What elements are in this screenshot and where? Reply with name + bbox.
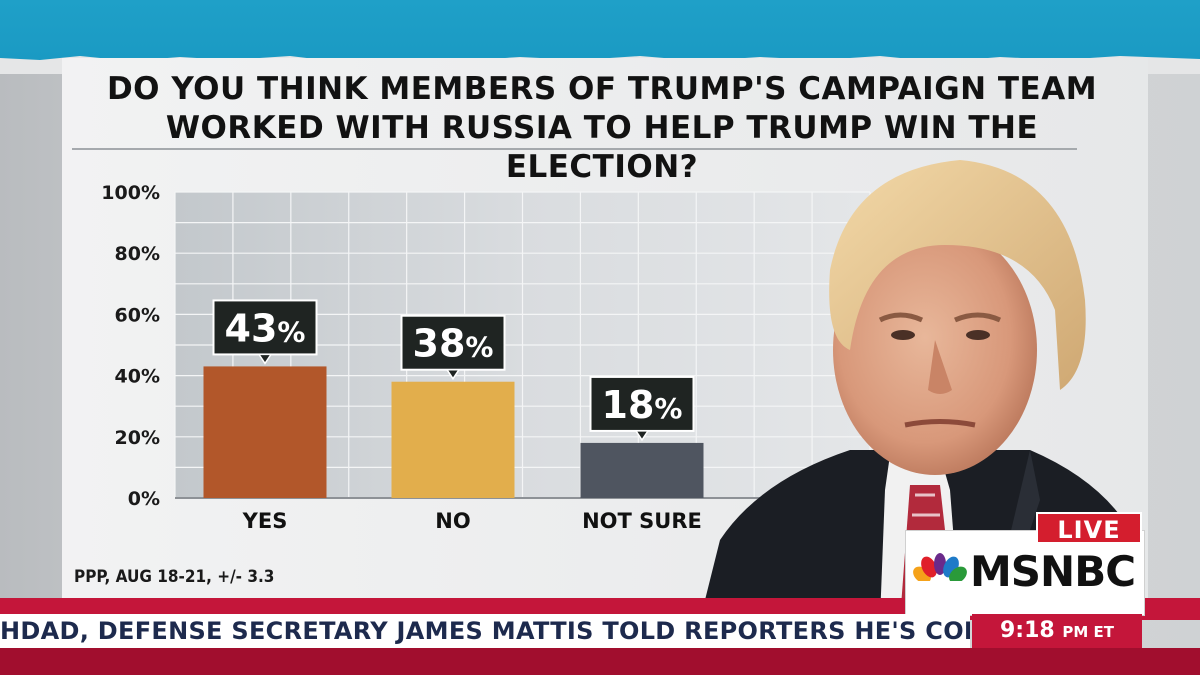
- chart-title: DO YOU THINK MEMBERS OF TRUMP'S CAMPAIGN…: [72, 70, 1132, 187]
- peacock-icon: [913, 553, 967, 587]
- data-label: 43%: [225, 306, 306, 350]
- bar: [391, 381, 515, 498]
- top-banner: [0, 0, 1200, 60]
- broadcast-clock: 9:18 PM ET: [972, 614, 1142, 648]
- y-tick-label: 20%: [115, 427, 160, 449]
- y-tick-label: 0%: [128, 488, 160, 510]
- y-tick-label: 40%: [115, 366, 160, 388]
- data-label-box: [589, 375, 695, 432]
- y-tick-label: 60%: [115, 304, 160, 326]
- x-tick-label: NOT SURE: [582, 509, 702, 533]
- y-tick-label: 80%: [115, 243, 160, 265]
- y-tick-label: 100%: [101, 182, 160, 204]
- title-line-2: WORKED WITH RUSSIA TO HELP TRUMP WIN THE…: [165, 110, 1039, 185]
- live-badge: LIVE: [1036, 512, 1142, 544]
- source-note: PPP, AUG 18-21, +/- 3.3: [74, 567, 275, 587]
- clock-time: 9:18: [999, 618, 1055, 643]
- x-tick-label: NO: [435, 509, 470, 533]
- bars: 43% 38% 18%: [203, 299, 704, 498]
- y-axis-ticks: 0% 20% 40% 60% 80% 100%: [101, 182, 160, 510]
- network-logo-text: MSNBC: [970, 547, 1136, 596]
- ticker-underbar: [0, 648, 1200, 675]
- data-label-pointer: [257, 353, 273, 365]
- data-label: 38%: [413, 322, 494, 366]
- title-divider: [72, 148, 1077, 150]
- bar: [203, 366, 327, 498]
- ticker-text: HDAD, DEFENSE SECRETARY JAMES MATTIS TOL…: [0, 617, 970, 645]
- bar: [580, 442, 704, 498]
- title-line-1: DO YOU THINK MEMBERS OF TRUMP'S CAMPAIGN…: [106, 71, 1098, 107]
- data-label-pointer: [634, 430, 650, 442]
- clock-suffix: PM ET: [1062, 623, 1115, 641]
- news-ticker: HDAD, DEFENSE SECRETARY JAMES MATTIS TOL…: [0, 614, 970, 648]
- x-axis-labels: YES NO NOT SURE: [242, 509, 702, 533]
- data-label-pointer: [445, 368, 461, 381]
- data-label: 18%: [602, 383, 683, 427]
- x-tick-label: YES: [242, 509, 288, 533]
